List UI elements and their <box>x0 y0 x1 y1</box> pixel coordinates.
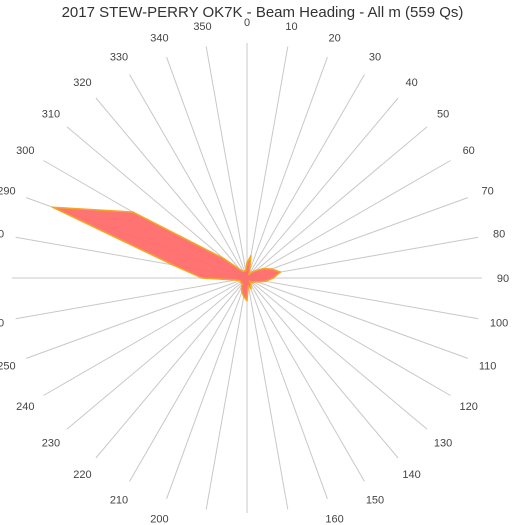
spoke-60 <box>246 160 451 279</box>
chart-title: 2017 STEW-PERRY OK7K - Beam Heading - Al… <box>61 4 464 21</box>
data-point-140 <box>248 280 251 282</box>
tick-label-90: 90 <box>497 273 509 285</box>
tick-label-250: 250 <box>0 361 16 373</box>
data-point-60 <box>262 267 265 270</box>
tick-label-100: 100 <box>490 318 508 330</box>
spoke-210 <box>129 277 248 482</box>
tick-label-330: 330 <box>110 51 128 63</box>
spoke-320 <box>95 97 248 279</box>
data-point-310 <box>223 257 225 260</box>
spoke-140 <box>246 277 399 459</box>
tick-label-80: 80 <box>493 229 505 241</box>
tick-label-50: 50 <box>437 108 449 120</box>
tick-label-350: 350 <box>193 21 211 33</box>
tick-label-340: 340 <box>150 32 168 44</box>
data-point-290 <box>51 206 54 208</box>
data-point-260 <box>235 279 237 281</box>
tick-label-150: 150 <box>366 495 384 507</box>
spoke-240 <box>43 277 248 396</box>
data-point-30 <box>248 273 250 276</box>
tick-label-110: 110 <box>479 361 497 373</box>
data-point-0 <box>246 262 248 264</box>
tick-label-300: 300 <box>16 145 34 157</box>
spoke-340 <box>166 57 248 279</box>
data-point-110 <box>256 281 259 283</box>
data-point-90 <box>272 277 275 279</box>
tick-label-140: 140 <box>402 469 420 481</box>
data-point-340 <box>243 270 246 272</box>
spoke-130 <box>246 277 428 430</box>
spoke-110 <box>246 277 468 359</box>
tick-label-260: 260 <box>0 318 4 330</box>
spoke-230 <box>66 277 248 430</box>
spoke-200 <box>166 277 248 499</box>
data-point-240 <box>239 281 242 283</box>
tick-label-30: 30 <box>369 51 381 63</box>
tick-label-220: 220 <box>73 469 91 481</box>
tick-label-120: 120 <box>460 401 478 413</box>
spoke-50 <box>246 126 428 279</box>
spoke-160 <box>246 277 328 499</box>
spoke-20 <box>246 57 328 279</box>
spoke-350 <box>205 46 248 279</box>
tick-label-210: 210 <box>110 495 128 507</box>
data-point-100 <box>264 280 267 283</box>
data-point-200 <box>241 291 243 293</box>
spoke-330 <box>129 74 248 279</box>
spoke-170 <box>246 277 289 510</box>
data-point-20 <box>248 270 251 272</box>
tick-label-0: 0 <box>244 17 250 29</box>
data-point-190 <box>242 295 245 298</box>
data-point-80 <box>279 271 282 273</box>
tick-label-10: 10 <box>285 21 297 33</box>
tick-label-60: 60 <box>463 145 475 157</box>
data-point-210 <box>240 287 243 289</box>
tick-label-200: 200 <box>150 514 168 525</box>
spoke-30 <box>246 74 365 279</box>
data-point-320 <box>238 268 241 271</box>
data-point-220 <box>241 283 243 285</box>
data-point-250 <box>239 279 241 282</box>
tick-label-230: 230 <box>42 438 60 450</box>
data-point-330 <box>242 270 244 273</box>
data-point-70 <box>271 268 273 270</box>
tick-label-280: 280 <box>0 229 4 241</box>
spoke-260 <box>15 277 248 320</box>
spoke-80 <box>246 236 479 279</box>
tick-label-70: 70 <box>481 185 493 197</box>
series-area <box>51 206 282 302</box>
data-point-50 <box>254 269 257 272</box>
data-point-280 <box>172 264 174 266</box>
spoke-190 <box>205 277 248 510</box>
data-point-40 <box>251 271 253 274</box>
spoke-220 <box>95 277 248 459</box>
data-point-180 <box>246 299 248 302</box>
data-point-160 <box>250 287 252 290</box>
spoke-100 <box>246 277 479 320</box>
data-point-350 <box>244 269 247 272</box>
spoke-40 <box>246 97 399 279</box>
data-point-130 <box>252 282 254 284</box>
tick-label-130: 130 <box>434 438 452 450</box>
data-point-170 <box>247 284 250 287</box>
data-point-270 <box>201 277 203 279</box>
spoke-10 <box>246 46 289 279</box>
tick-label-240: 240 <box>16 401 34 413</box>
data-point-150 <box>250 283 252 286</box>
spoke-310 <box>66 126 248 279</box>
spoke-120 <box>246 277 451 396</box>
data-point-10 <box>250 255 252 257</box>
tick-label-320: 320 <box>73 77 91 89</box>
tick-label-290: 290 <box>0 185 16 197</box>
spoke-150 <box>246 277 365 482</box>
tick-label-310: 310 <box>42 108 60 120</box>
tick-label-40: 40 <box>405 77 417 89</box>
spoke-250 <box>26 277 248 359</box>
tick-label-160: 160 <box>325 514 343 525</box>
tick-label-20: 20 <box>328 32 340 44</box>
spoke-70 <box>246 197 468 279</box>
data-point-300 <box>132 211 134 213</box>
